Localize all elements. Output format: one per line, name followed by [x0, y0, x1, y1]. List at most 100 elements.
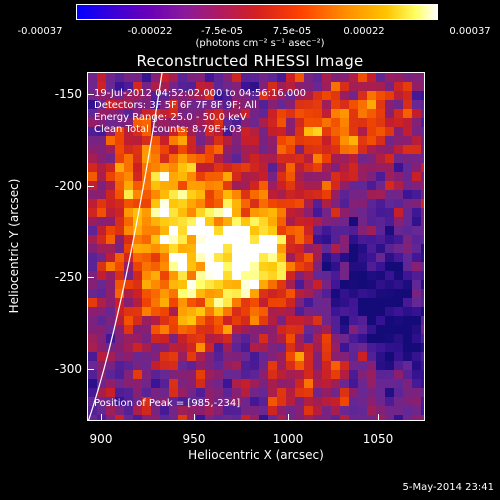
- image-pixel: [259, 406, 268, 415]
- image-pixel: [277, 199, 286, 208]
- image-pixel: [349, 217, 358, 226]
- image-pixel: [412, 163, 421, 172]
- image-pixel: [277, 388, 286, 397]
- image-pixel: [313, 379, 322, 388]
- image-pixel: [124, 109, 133, 118]
- image-pixel: [367, 145, 376, 154]
- image-pixel: [88, 262, 97, 271]
- image-pixel: [97, 388, 106, 397]
- image-pixel: [259, 73, 268, 82]
- image-pixel: [133, 100, 142, 109]
- image-pixel: [205, 388, 214, 397]
- image-pixel: [97, 208, 106, 217]
- image-pixel: [88, 181, 97, 190]
- image-pixel: [259, 145, 268, 154]
- image-pixel: [223, 307, 232, 316]
- image-pixel: [259, 172, 268, 181]
- image-pixel: [367, 325, 376, 334]
- image-pixel: [115, 280, 124, 289]
- image-pixel: [286, 352, 295, 361]
- image-pixel: [340, 334, 349, 343]
- image-pixel: [358, 415, 367, 420]
- image-pixel: [160, 181, 169, 190]
- image-pixel: [367, 397, 376, 406]
- image-pixel: [223, 145, 232, 154]
- image-pixel: [277, 91, 286, 100]
- image-pixel: [187, 361, 196, 370]
- image-pixel: [340, 73, 349, 82]
- image-pixel: [277, 244, 286, 253]
- image-pixel: [232, 289, 241, 298]
- image-pixel: [187, 235, 196, 244]
- image-pixel: [169, 127, 178, 136]
- image-pixel: [331, 199, 340, 208]
- image-pixel: [295, 244, 304, 253]
- image-pixel: [304, 208, 313, 217]
- image-pixel: [124, 181, 133, 190]
- image-pixel: [304, 271, 313, 280]
- image-pixel: [187, 154, 196, 163]
- image-pixel: [133, 244, 142, 253]
- image-pixel: [178, 226, 187, 235]
- image-pixel: [376, 307, 385, 316]
- image-pixel: [88, 91, 97, 100]
- image-pixel: [88, 271, 97, 280]
- image-pixel: [223, 262, 232, 271]
- image-pixel: [205, 91, 214, 100]
- image-pixel: [277, 316, 286, 325]
- image-pixel: [259, 379, 268, 388]
- image-pixel: [178, 73, 187, 82]
- image-pixel: [124, 253, 133, 262]
- image-pixel: [295, 406, 304, 415]
- image-pixel: [232, 307, 241, 316]
- image-pixel: [241, 217, 250, 226]
- image-pixel: [223, 235, 232, 244]
- image-pixel: [421, 316, 424, 325]
- image-pixel: [295, 73, 304, 82]
- image-pixel: [349, 172, 358, 181]
- image-pixel: [196, 406, 205, 415]
- image-pixel: [349, 271, 358, 280]
- image-pixel: [205, 379, 214, 388]
- image-pixel: [214, 361, 223, 370]
- image-pixel: [277, 397, 286, 406]
- image-pixel: [205, 415, 214, 420]
- image-pixel: [394, 73, 403, 82]
- image-pixel: [358, 352, 367, 361]
- image-pixel: [250, 154, 259, 163]
- image-pixel: [403, 280, 412, 289]
- image-pixel: [250, 370, 259, 379]
- image-pixel: [241, 253, 250, 262]
- image-pixel: [277, 82, 286, 91]
- image-pixel: [214, 244, 223, 253]
- image-pixel: [223, 208, 232, 217]
- image-pixel: [277, 190, 286, 199]
- image-pixel: [115, 145, 124, 154]
- image-pixel: [286, 280, 295, 289]
- image-pixel: [232, 136, 241, 145]
- image-pixel: [277, 280, 286, 289]
- clean-counts-text: Clean Total counts: 8.79E+03: [94, 124, 242, 135]
- image-pixel: [385, 91, 394, 100]
- image-pixel: [169, 307, 178, 316]
- image-pixel: [187, 217, 196, 226]
- image-pixel: [403, 163, 412, 172]
- image-pixel: [142, 181, 151, 190]
- image-pixel: [385, 307, 394, 316]
- image-pixel: [313, 100, 322, 109]
- image-pixel: [340, 190, 349, 199]
- image-pixel: [214, 154, 223, 163]
- image-pixel: [403, 118, 412, 127]
- image-pixel: [160, 334, 169, 343]
- image-pixel: [376, 298, 385, 307]
- image-pixel: [250, 406, 259, 415]
- time-range-text: 19-Jul-2012 04:52:02.000 to 04:56:16.000: [94, 88, 306, 99]
- image-pixel: [124, 361, 133, 370]
- image-pixel: [331, 298, 340, 307]
- image-pixel: [214, 325, 223, 334]
- image-pixel: [232, 109, 241, 118]
- image-pixel: [259, 271, 268, 280]
- image-pixel: [412, 190, 421, 199]
- image-pixel: [421, 136, 424, 145]
- image-pixel: [151, 145, 160, 154]
